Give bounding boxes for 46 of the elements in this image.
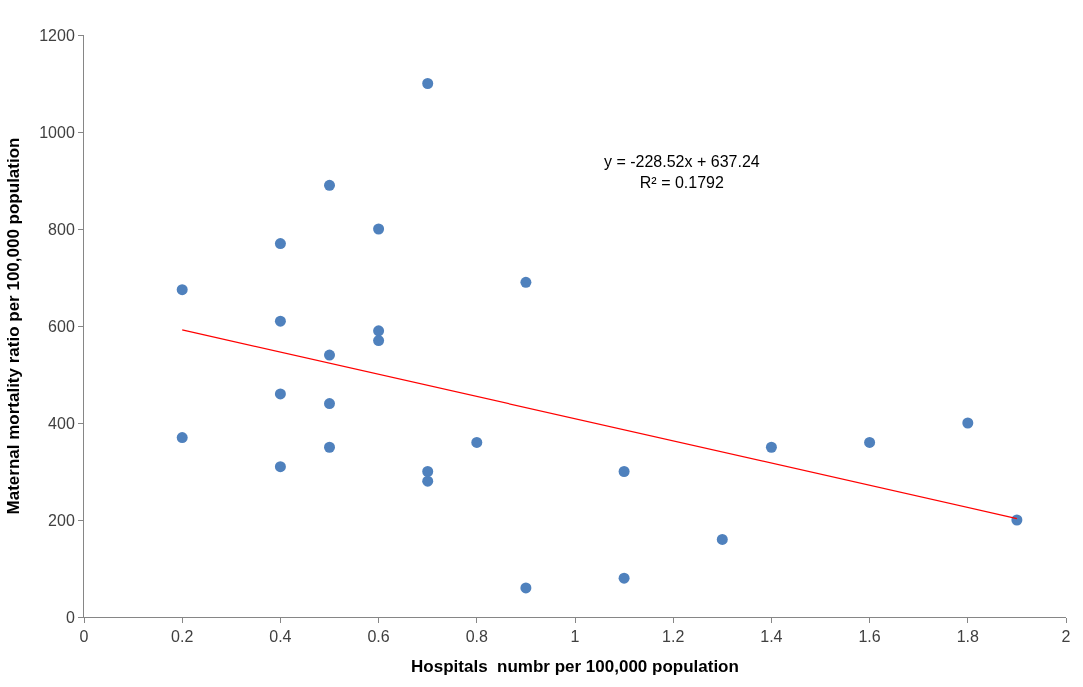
point bbox=[373, 325, 385, 337]
x-tick-label: 2 bbox=[1061, 628, 1071, 646]
point bbox=[471, 436, 483, 448]
point bbox=[716, 533, 728, 545]
x-tick-label: 1.8 bbox=[956, 628, 980, 646]
y-tick-label: 800 bbox=[48, 220, 75, 238]
y-tick-label: 1200 bbox=[39, 26, 75, 44]
point bbox=[274, 238, 286, 250]
point bbox=[422, 475, 434, 487]
point bbox=[422, 466, 434, 477]
x-tick-label: 0.8 bbox=[465, 628, 489, 646]
x-tick-label: 1.2 bbox=[662, 628, 685, 646]
point bbox=[373, 335, 385, 347]
x-tick-label: 1.4 bbox=[760, 628, 783, 646]
point bbox=[765, 441, 777, 453]
y-tick-label: 1000 bbox=[39, 123, 75, 141]
point bbox=[520, 582, 532, 594]
point bbox=[274, 388, 286, 400]
x-tick-label: 1.6 bbox=[858, 628, 881, 646]
point bbox=[422, 78, 434, 89]
point bbox=[176, 432, 188, 444]
annotation: y = -228.52x + 637.24 R² = 0.1792 bbox=[604, 153, 760, 191]
point bbox=[176, 284, 188, 296]
point bbox=[324, 441, 335, 453]
point bbox=[864, 436, 876, 448]
point bbox=[324, 398, 335, 410]
x-tick-label: 0 bbox=[79, 628, 89, 646]
point bbox=[274, 315, 286, 327]
x-tick-label: 0.2 bbox=[171, 628, 194, 646]
point bbox=[618, 572, 630, 584]
point bbox=[324, 179, 335, 191]
x-tick-label: 1 bbox=[570, 628, 580, 646]
x-tick-label: 0.4 bbox=[269, 628, 292, 646]
point bbox=[618, 466, 630, 477]
x-axis-title: Hospitals numbr per 100,000 population bbox=[411, 656, 739, 676]
y-tick-label: 600 bbox=[48, 317, 75, 335]
point bbox=[324, 349, 335, 361]
point bbox=[520, 276, 532, 288]
y-axis-title: Maternal mortality ratio per 100,000 population bbox=[3, 137, 23, 515]
point bbox=[962, 417, 974, 429]
y-tick-label: 0 bbox=[65, 608, 75, 626]
point bbox=[373, 223, 385, 235]
y-tick-label: 400 bbox=[48, 414, 75, 432]
y-tick-label: 200 bbox=[48, 511, 75, 529]
x-tick-label: 0.6 bbox=[367, 628, 390, 646]
point bbox=[274, 461, 286, 473]
